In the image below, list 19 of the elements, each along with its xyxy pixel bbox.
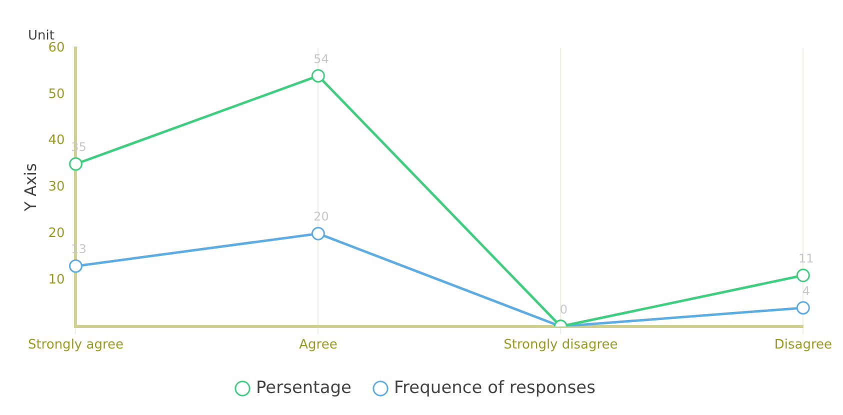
legend-label: Persentage: [256, 378, 352, 398]
x-tick-label: Strongly disagree: [504, 338, 618, 353]
y-tick-label: 50: [48, 86, 65, 102]
legend-label: Frequence of responses: [394, 378, 596, 398]
point: [796, 301, 810, 315]
point: [311, 69, 325, 83]
point: [311, 226, 325, 240]
y-tick-label: 30: [48, 180, 65, 195]
x-tick-label: Disagree: [774, 338, 832, 353]
point: [68, 259, 82, 273]
x-tick-label: Agree: [299, 338, 338, 353]
point: [68, 157, 82, 171]
y-tick-label: 10: [48, 272, 65, 288]
y-tick-label: 20: [48, 226, 65, 241]
y-tick-label: 40: [48, 133, 65, 148]
y-axis-title: Y Axis: [20, 163, 40, 212]
point: [796, 268, 810, 282]
x-tick-label: Strongly agree: [28, 338, 124, 353]
y-tick-label: 60: [48, 40, 65, 56]
